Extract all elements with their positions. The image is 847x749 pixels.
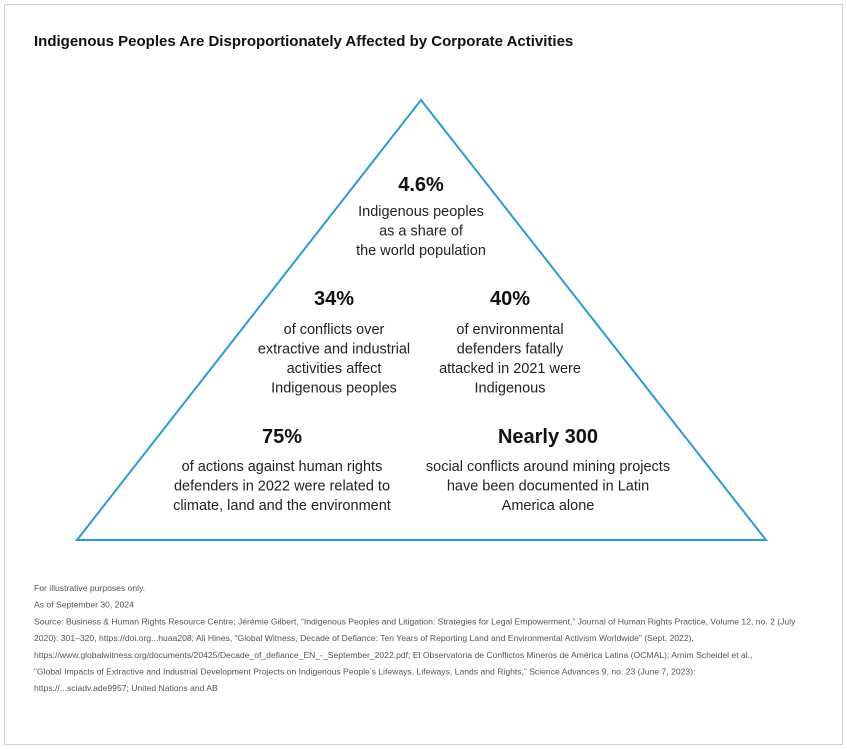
stat-text: the world population [356,243,486,259]
stat-value: 4.6% [398,174,444,196]
footnote: 2020): 301–320, https://doi.org...huaa20… [34,633,694,643]
stat-text: have been documented in Latin [447,479,649,495]
stat-text: defenders in 2022 were related to [174,479,390,495]
stat-value: 40% [490,288,530,310]
title: Indigenous Peoples Are Disproportionatel… [34,33,573,50]
stat-value: Nearly 300 [498,426,598,448]
stat-text: social conflicts around mining projects [426,459,670,475]
footnote: As of September 30, 2024 [34,600,134,610]
footnote: For illustrative purposes only. [34,583,145,593]
stat-text: extractive and industrial [258,342,410,358]
triangle [74,98,769,541]
stat-value: 75% [262,426,302,448]
footnote: Source: Business & Human Rights Resource… [34,616,796,626]
frame [4,4,843,745]
footnote: “Global Impacts of Extractive and Indust… [34,667,695,677]
stat-text: as a share of [379,224,464,240]
stat-text: of actions against human rights [182,459,383,475]
footnote: https://...sciadv.ade9957; United Nation… [34,683,218,693]
stat-text: attacked in 2021 were [439,361,581,377]
stat-text: activities affect [287,361,382,377]
footnote: https://www.globalwitness.org/documents/… [34,650,752,660]
stat-text: of conflicts over [284,322,385,338]
stat-text: climate, land and the environment [173,498,391,514]
stat-text: defenders fatally [457,342,564,358]
stat-value: 34% [314,288,354,310]
stat-text: Indigenous peoples [271,381,397,397]
stat-text: America alone [502,498,595,514]
stat-text: Indigenous [475,381,546,397]
stat-text: of environmental [456,322,563,338]
stat-text: Indigenous peoples [358,204,484,220]
